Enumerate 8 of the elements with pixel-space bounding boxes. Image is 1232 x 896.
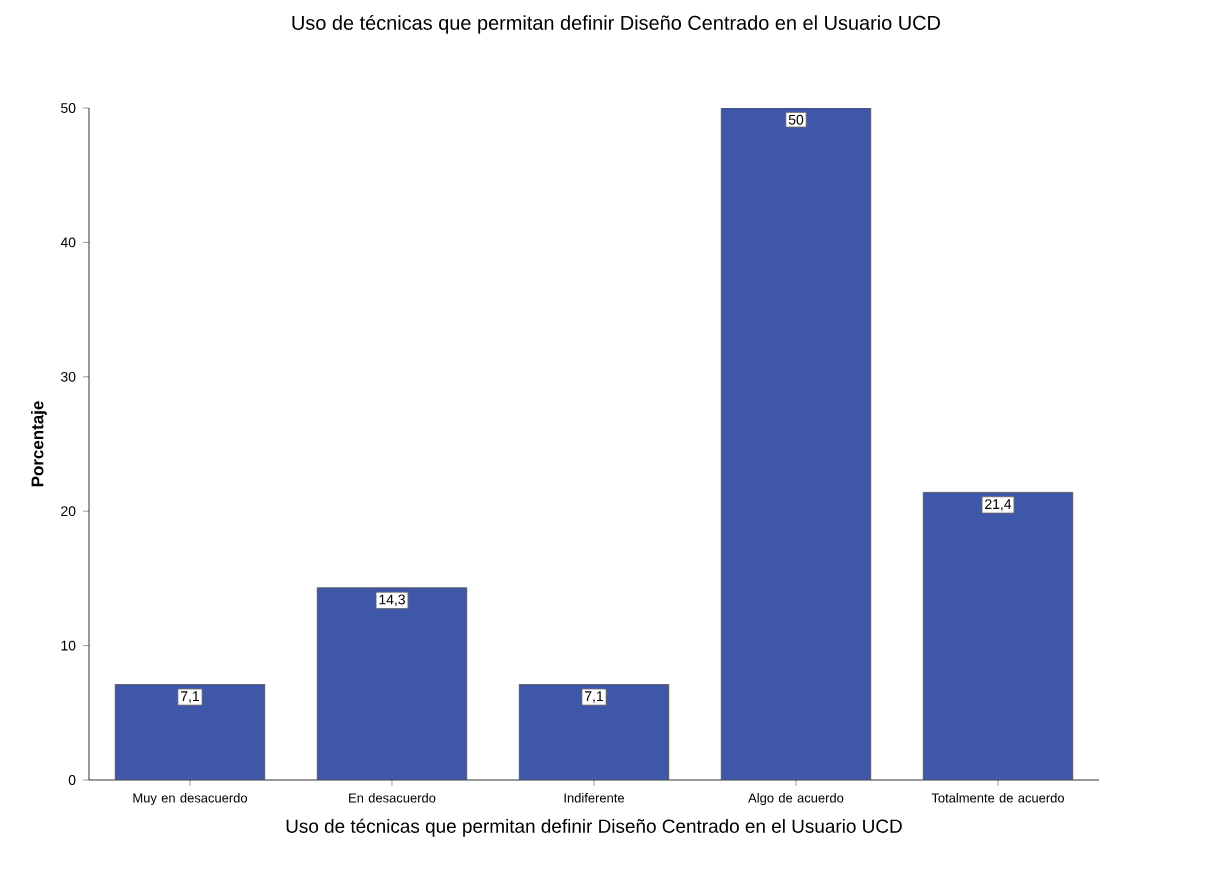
bar (922, 491, 1074, 780)
bar (316, 587, 468, 780)
bar (518, 684, 670, 780)
bar (114, 684, 266, 780)
x-axis-title: Uso de técnicas que permitan definir Diseño Centrado en el Usuario UCD (286, 818, 902, 837)
bar (720, 107, 872, 780)
chart-title: Uso de técnicas que permitan definir Diseño Centrado en el Usuario UCD (292, 15, 940, 34)
y-axis-title: Porcentaje (30, 401, 47, 487)
